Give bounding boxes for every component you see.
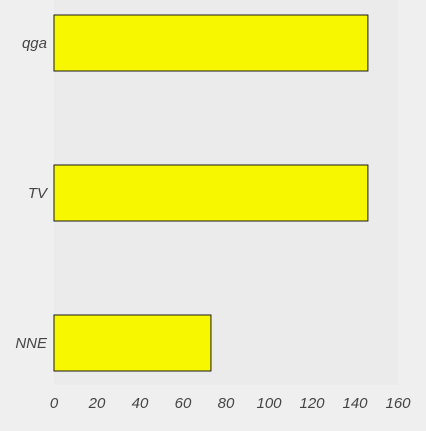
x-tick-label: 20 (88, 395, 106, 412)
x-tick-label: 80 (218, 395, 235, 412)
x-tick-label: 100 (256, 395, 282, 412)
x-tick-label: 0 (50, 395, 59, 412)
y-tick-labels: qga TV NNE (15, 35, 49, 352)
x-tick-labels: 0 20 40 60 80 100 120 140 160 (50, 395, 411, 412)
y-tick-label: NNE (15, 335, 48, 352)
bar-tv (53, 164, 369, 222)
y-tick-label: qga (22, 35, 47, 52)
x-tick-label: 140 (342, 395, 368, 412)
x-tick-label: 120 (299, 395, 325, 412)
x-tick-label: 160 (385, 395, 411, 412)
bar-nne (53, 314, 212, 372)
bars-layer (53, 14, 369, 372)
x-tick-label: 40 (132, 395, 149, 412)
y-tick-label: TV (28, 185, 49, 202)
x-tick-label: 60 (175, 395, 192, 412)
bar-qga (53, 14, 369, 72)
